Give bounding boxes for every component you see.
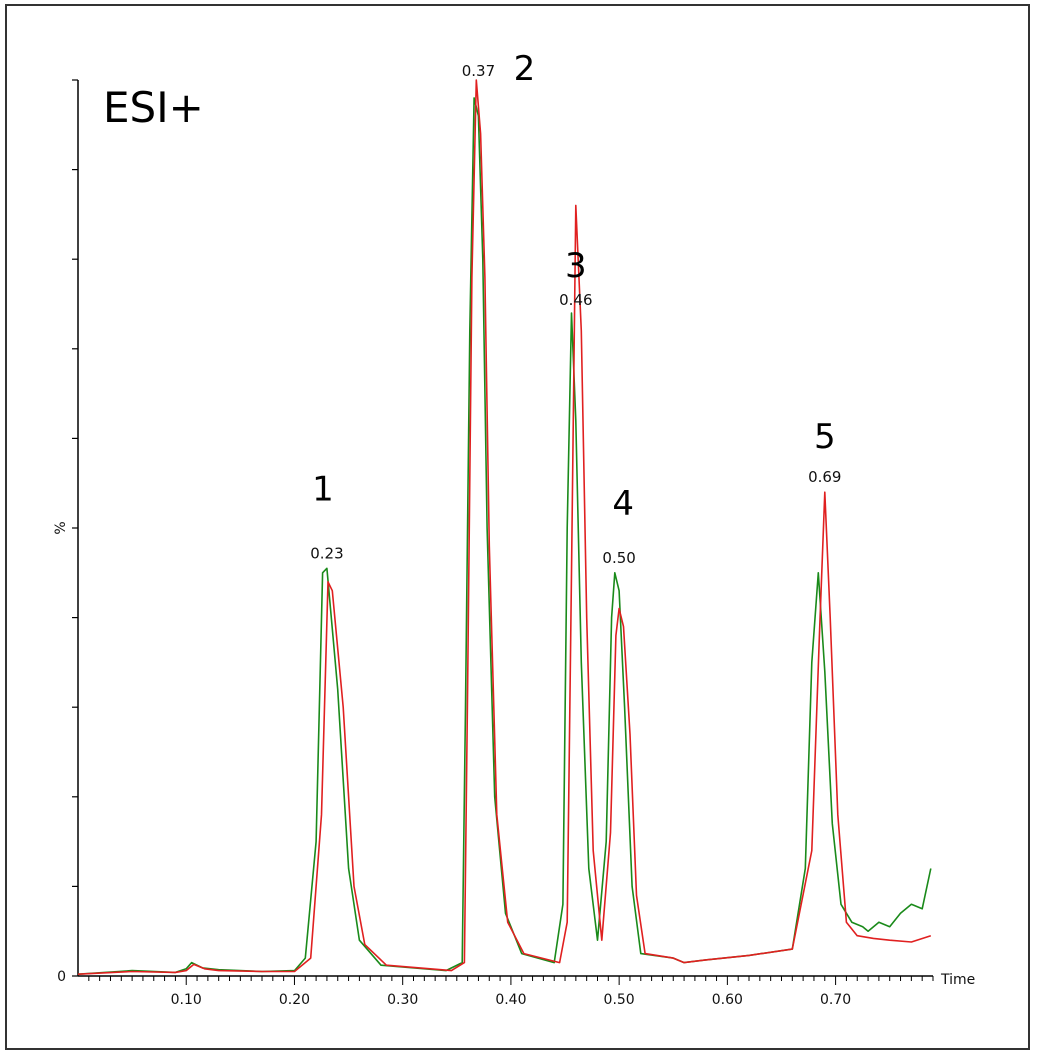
peak-rt-label: 0.50 — [602, 549, 635, 567]
x-tick-label: 0.20 — [279, 992, 310, 1008]
peak-number-label: 1 — [312, 469, 334, 509]
peak-rt-label: 0.46 — [559, 291, 592, 309]
x-tick-label: 0.40 — [495, 992, 526, 1008]
peak-rt-label: 0.23 — [310, 544, 343, 562]
x-tick-label: 0.30 — [387, 992, 418, 1008]
x-tick-label: 0.50 — [604, 992, 635, 1008]
peak-number-label: 5 — [814, 417, 836, 457]
series-layer — [77, 79, 932, 975]
label-layer: 0.23 1 0.37 2 0.46 3 0.50 4 0.69 5 — [310, 49, 841, 567]
x-tick-label: 0.70 — [820, 992, 851, 1008]
peak-rt-label: 0.69 — [808, 468, 841, 486]
axes: 0 0.10 0.20 0.30 0.40 0.50 0.60 0.70 — [57, 79, 934, 1008]
y-tick-label: 0 — [57, 969, 66, 985]
peak-number-label: 4 — [612, 484, 634, 524]
series-line-1 — [77, 97, 932, 975]
x-tick-label: 0.10 — [171, 992, 202, 1008]
peak-number-label: 3 — [565, 246, 587, 286]
ionization-mode-label: ESI+ — [103, 83, 204, 132]
chart-frame: 0 0.10 0.20 0.30 0.40 0.50 0.60 0.70 0.23 1 0.37 2… — [5, 4, 1030, 1050]
x-tick-label: 0.60 — [712, 992, 743, 1008]
series-line-2 — [77, 79, 932, 975]
chromatogram-chart: 0 0.10 0.20 0.30 0.40 0.50 0.60 0.70 0.23 1 0.37 2… — [53, 49, 975, 1008]
peak-number-label: 2 — [514, 49, 536, 89]
peak-rt-label: 0.37 — [462, 62, 495, 80]
y-axis-label: % — [53, 521, 69, 534]
x-axis-label: Time — [940, 972, 975, 988]
